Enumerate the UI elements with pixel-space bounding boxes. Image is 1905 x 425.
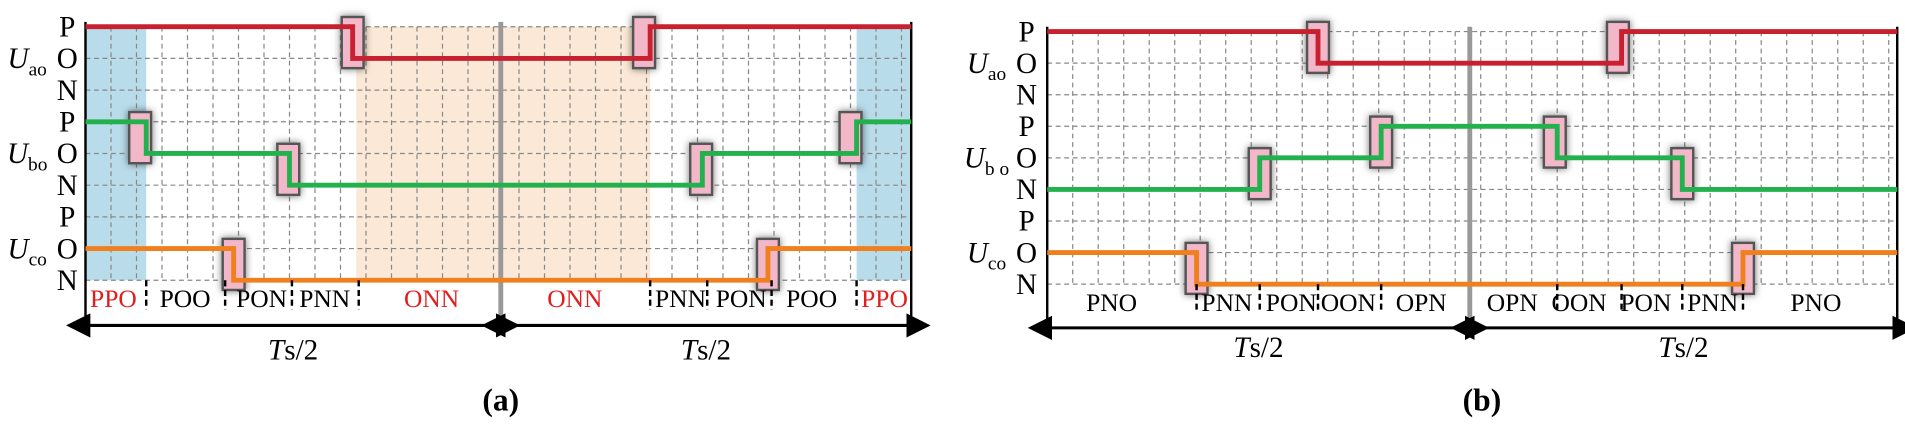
waveform xyxy=(1047,250,1898,287)
level-label: N xyxy=(1016,269,1037,301)
signal-subscript: co xyxy=(988,254,1006,275)
state-label: ONN xyxy=(547,284,602,313)
signal-label: Uco xyxy=(8,233,47,270)
state-label: ONN xyxy=(404,284,459,313)
period-rest: s/2 xyxy=(1250,332,1284,364)
period-rest: s/2 xyxy=(697,334,731,366)
period-symbol: T xyxy=(1658,332,1676,364)
level-label: O xyxy=(1016,48,1037,80)
state-label: OPN xyxy=(1487,288,1538,317)
period-rest: s/2 xyxy=(1675,332,1709,364)
state-label: PPO xyxy=(861,284,908,313)
signal-label: Uao xyxy=(8,43,47,80)
period-symbol: T xyxy=(268,334,286,366)
level-label: N xyxy=(57,265,78,297)
state-label: PPO xyxy=(90,284,137,313)
level-label: P xyxy=(1018,206,1034,238)
state-label: POO xyxy=(786,284,837,313)
state-label: OON xyxy=(1551,288,1606,317)
signal-subscript: co xyxy=(29,250,47,271)
state-label: PNN xyxy=(655,284,706,313)
period-symbol: T xyxy=(681,334,699,366)
state-label: PNO xyxy=(1790,288,1841,317)
period-label: Ts/2 xyxy=(268,334,318,366)
level-label: P xyxy=(59,107,75,139)
signal-label: Ub o xyxy=(964,143,1009,180)
level-label: N xyxy=(57,170,78,202)
signal-label: Ubo xyxy=(7,138,47,175)
signal-symbol: U xyxy=(7,138,30,170)
period-label: Ts/2 xyxy=(681,334,731,366)
period-label: Ts/2 xyxy=(1658,332,1708,364)
signal-symbol: U xyxy=(967,237,990,269)
state-label: PON xyxy=(716,284,767,313)
signal-label: Uco xyxy=(967,237,1006,274)
state-label: POO xyxy=(160,284,211,313)
signal-subscript: ao xyxy=(29,59,47,80)
signal-symbol: U xyxy=(8,233,31,265)
waveform xyxy=(85,246,912,283)
state-label: PON xyxy=(236,284,287,313)
signal-symbol: U xyxy=(964,143,987,175)
panel-label: (a) xyxy=(482,382,519,417)
waveform xyxy=(85,24,912,61)
signal-subscript: ao xyxy=(988,64,1006,85)
level-label: P xyxy=(1018,111,1034,143)
signal-subscript: bo xyxy=(28,154,47,175)
state-label: PNO xyxy=(1086,288,1137,317)
period-rest: s/2 xyxy=(284,334,318,366)
waveform xyxy=(1047,29,1898,66)
level-label: N xyxy=(1016,79,1037,111)
level-label: O xyxy=(1016,237,1037,269)
level-label: N xyxy=(1016,174,1037,206)
period-label: Ts/2 xyxy=(1233,332,1283,364)
level-label: P xyxy=(59,202,75,234)
level-label: N xyxy=(57,75,78,107)
state-label: PNN xyxy=(1201,288,1252,317)
level-label: P xyxy=(59,11,75,43)
state-label: PON xyxy=(1266,288,1317,317)
signal-symbol: U xyxy=(8,43,31,75)
state-label: PNN xyxy=(299,284,350,313)
period-symbol: T xyxy=(1233,332,1251,364)
level-label: O xyxy=(57,138,78,170)
signal-subscript: b o xyxy=(985,159,1009,180)
level-label: P xyxy=(1018,16,1034,48)
signal-label: Uao xyxy=(967,48,1006,85)
state-label: OON xyxy=(1321,288,1376,317)
level-label: O xyxy=(57,43,78,75)
state-label: PNN xyxy=(1687,288,1738,317)
signal-symbol: U xyxy=(967,48,990,80)
panel-label: (b) xyxy=(1463,382,1502,417)
level-label: O xyxy=(1016,143,1037,175)
waveform xyxy=(85,119,912,188)
waveform xyxy=(1047,123,1898,192)
state-label: OPN xyxy=(1396,288,1447,317)
state-label: PON xyxy=(1620,288,1671,317)
level-label: O xyxy=(57,233,78,265)
